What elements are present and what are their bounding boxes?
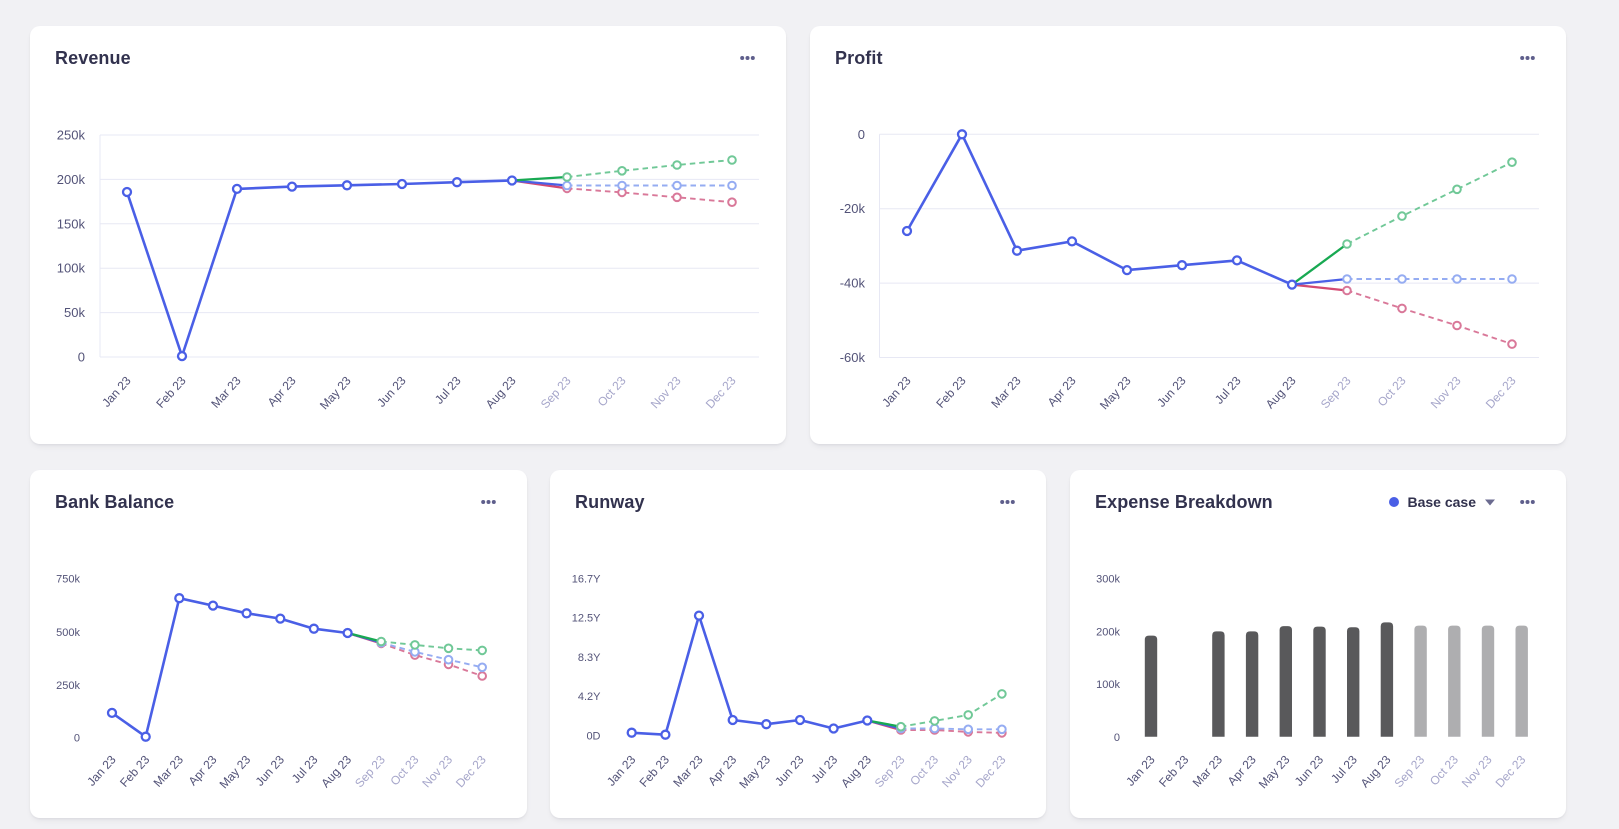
svg-text:200k: 200k (1096, 626, 1120, 638)
svg-text:Apr 23: Apr 23 (1225, 752, 1259, 788)
svg-text:Jan 23: Jan 23 (99, 373, 134, 409)
svg-text:8.3Y: 8.3Y (578, 652, 601, 664)
svg-text:Apr 23: Apr 23 (705, 752, 739, 788)
svg-text:Oct 23: Oct 23 (1427, 752, 1461, 788)
svg-text:Mar 23: Mar 23 (670, 752, 706, 789)
svg-text:16.7Y: 16.7Y (572, 574, 601, 586)
svg-text:4.2Y: 4.2Y (578, 691, 601, 703)
svg-text:Sep 23: Sep 23 (538, 373, 574, 411)
svg-text:Feb 23: Feb 23 (1156, 752, 1192, 789)
svg-text:Oct 23: Oct 23 (595, 373, 629, 409)
svg-text:Sep 23: Sep 23 (872, 752, 908, 790)
svg-text:Jan 23: Jan 23 (1123, 752, 1158, 788)
svg-text:Oct 23: Oct 23 (1375, 373, 1409, 409)
svg-text:Apr 23: Apr 23 (265, 373, 299, 409)
svg-text:May 23: May 23 (217, 752, 254, 791)
svg-text:Dec 23: Dec 23 (1483, 373, 1519, 411)
svg-text:100k: 100k (57, 261, 86, 276)
svg-text:Mar 23: Mar 23 (151, 752, 187, 789)
svg-text:-20k: -20k (840, 201, 866, 216)
svg-text:Dec 23: Dec 23 (1493, 752, 1529, 790)
svg-text:0: 0 (78, 350, 85, 365)
svg-text:Jul 23: Jul 23 (808, 752, 840, 785)
svg-text:Dec 23: Dec 23 (703, 373, 739, 411)
svg-text:Feb 23: Feb 23 (117, 752, 153, 789)
svg-text:Jun 23: Jun 23 (374, 373, 409, 409)
svg-text:Aug 23: Aug 23 (1358, 752, 1394, 790)
svg-text:150k: 150k (57, 216, 86, 231)
svg-text:Feb 23: Feb 23 (933, 373, 969, 410)
svg-text:Mar 23: Mar 23 (208, 373, 244, 410)
svg-text:Nov 23: Nov 23 (1459, 752, 1495, 790)
svg-text:Dec 23: Dec 23 (453, 752, 489, 790)
svg-text:Jan 23: Jan 23 (879, 373, 914, 409)
svg-text:May 23: May 23 (1097, 373, 1134, 412)
svg-text:Aug 23: Aug 23 (1263, 373, 1299, 411)
svg-text:200k: 200k (57, 172, 86, 187)
svg-text:250k: 250k (56, 680, 80, 692)
svg-text:Apr 23: Apr 23 (186, 752, 220, 788)
svg-text:Mar 23: Mar 23 (1190, 752, 1226, 789)
svg-text:500k: 500k (56, 627, 80, 639)
svg-text:750k: 750k (56, 574, 80, 586)
svg-text:Jul 23: Jul 23 (432, 373, 464, 406)
svg-text:Feb 23: Feb 23 (637, 752, 673, 789)
svg-text:Nov 23: Nov 23 (1428, 373, 1464, 411)
svg-text:Nov 23: Nov 23 (939, 752, 975, 790)
svg-text:Oct 23: Oct 23 (907, 752, 941, 788)
svg-text:Jun 23: Jun 23 (253, 752, 288, 788)
svg-text:Sep 23: Sep 23 (352, 752, 388, 790)
svg-text:Jun 23: Jun 23 (1154, 373, 1189, 409)
svg-text:100k: 100k (1096, 679, 1120, 691)
svg-text:Nov 23: Nov 23 (419, 752, 455, 790)
svg-text:Aug 23: Aug 23 (483, 373, 519, 411)
svg-text:Jan 23: Jan 23 (84, 752, 119, 788)
svg-text:Jul 23: Jul 23 (1212, 373, 1244, 406)
svg-text:50k: 50k (64, 305, 85, 320)
svg-text:12.5Y: 12.5Y (572, 613, 601, 625)
svg-text:Mar 23: Mar 23 (988, 373, 1024, 410)
svg-text:Aug 23: Aug 23 (838, 752, 874, 790)
svg-text:May 23: May 23 (1256, 752, 1293, 791)
svg-text:Sep 23: Sep 23 (1391, 752, 1427, 790)
svg-text:May 23: May 23 (736, 752, 773, 791)
svg-text:Jun 23: Jun 23 (1292, 752, 1327, 788)
svg-text:-60k: -60k (840, 350, 866, 365)
svg-text:0: 0 (858, 127, 865, 142)
svg-text:-40k: -40k (840, 276, 866, 291)
svg-text:Nov 23: Nov 23 (648, 373, 684, 411)
svg-text:0D: 0D (586, 731, 600, 743)
svg-text:Sep 23: Sep 23 (1318, 373, 1354, 411)
svg-text:0: 0 (1114, 732, 1120, 744)
svg-text:Jun 23: Jun 23 (772, 752, 807, 788)
svg-text:250k: 250k (57, 128, 86, 143)
svg-text:Jul 23: Jul 23 (1328, 752, 1360, 785)
svg-text:300k: 300k (1096, 574, 1120, 586)
svg-text:Feb 23: Feb 23 (153, 373, 189, 410)
svg-text:0: 0 (74, 733, 80, 745)
svg-text:Apr 23: Apr 23 (1045, 373, 1079, 409)
svg-text:Oct 23: Oct 23 (387, 752, 421, 788)
svg-text:May 23: May 23 (317, 373, 354, 412)
svg-text:Jan 23: Jan 23 (604, 752, 639, 788)
svg-text:Aug 23: Aug 23 (318, 752, 354, 790)
svg-text:Dec 23: Dec 23 (973, 752, 1009, 790)
svg-text:Jul 23: Jul 23 (289, 752, 321, 785)
